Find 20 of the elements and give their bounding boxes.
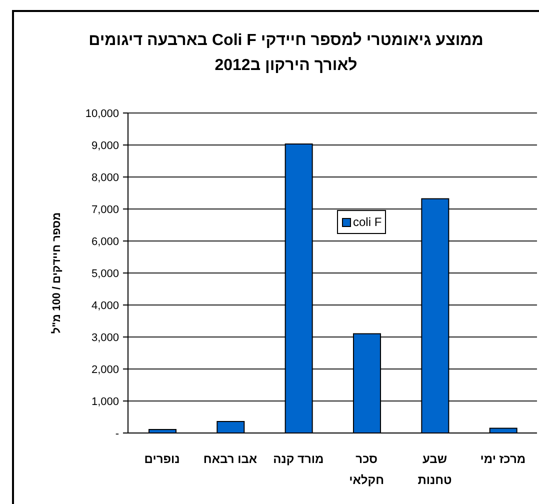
- y-axis-title: מספר חיידקים / 100 מ"ל: [51, 212, 63, 334]
- x-tick-label: נופרים: [144, 452, 180, 466]
- x-tick-label: אבו רבאח: [203, 452, 258, 466]
- y-tick-label: 6,000: [91, 236, 119, 248]
- y-tick-label: 4,000: [91, 300, 119, 312]
- y-tick-label: 1,000: [91, 396, 119, 408]
- y-tick-label: 8,000: [91, 172, 119, 184]
- x-tick-label: מרכז ימי: [480, 452, 526, 466]
- legend-label: coli F: [353, 215, 382, 229]
- y-tick-label: 10,000: [85, 108, 119, 120]
- y-tick-label: 3,000: [91, 332, 119, 344]
- chart-title: ממוצע גיאומטרי למספר חיידקי Coli F בארבעה דיגומים לאורך הירקון ב2012: [88, 31, 484, 76]
- x-tick-label: שבע טחנות: [418, 452, 452, 487]
- y-tick-label: 5,000: [91, 268, 119, 280]
- y-tick-label: -: [115, 428, 120, 440]
- y-tick-label: 2,000: [91, 364, 119, 376]
- y-tick-label: 7,000: [91, 204, 119, 216]
- x-tick-label: מורד קנה: [273, 452, 324, 466]
- y-tick-label: 9,000: [91, 140, 119, 152]
- x-tick-label: סכר חקלאי: [349, 452, 384, 487]
